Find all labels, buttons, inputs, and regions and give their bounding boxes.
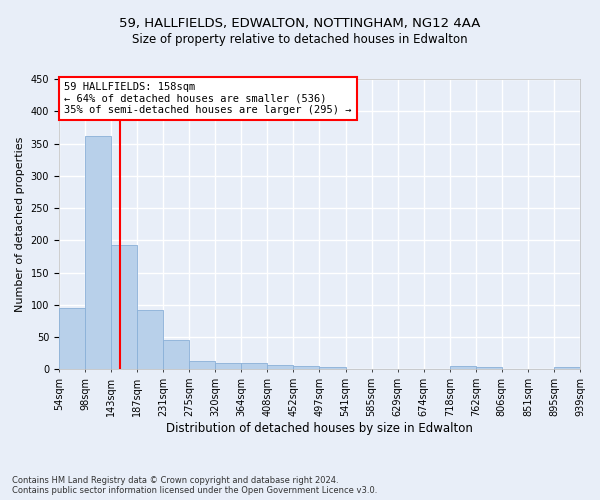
Bar [346,368,371,370]
Bar [476,366,502,370]
Bar [137,310,163,370]
Text: 59, HALLFIELDS, EDWALTON, NOTTINGHAM, NG12 4AA: 59, HALLFIELDS, EDWALTON, NOTTINGHAM, NG… [119,18,481,30]
Bar [554,368,580,370]
Bar [189,361,215,370]
Text: 59 HALLFIELDS: 158sqm
← 64% of detached houses are smaller (536)
35% of semi-det: 59 HALLFIELDS: 158sqm ← 64% of detached … [64,82,352,115]
Bar [163,340,189,370]
Text: Contains HM Land Registry data © Crown copyright and database right 2024.
Contai: Contains HM Land Registry data © Crown c… [12,476,377,495]
Bar [85,136,111,370]
Bar [241,363,268,370]
Bar [111,245,137,370]
X-axis label: Distribution of detached houses by size in Edwalton: Distribution of detached houses by size … [166,422,473,435]
Bar [59,308,85,370]
Bar [268,366,293,370]
Bar [293,366,319,370]
Bar [215,363,241,370]
Bar [319,368,346,370]
Y-axis label: Number of detached properties: Number of detached properties [15,136,25,312]
Text: Size of property relative to detached houses in Edwalton: Size of property relative to detached ho… [132,32,468,46]
Bar [450,366,476,370]
